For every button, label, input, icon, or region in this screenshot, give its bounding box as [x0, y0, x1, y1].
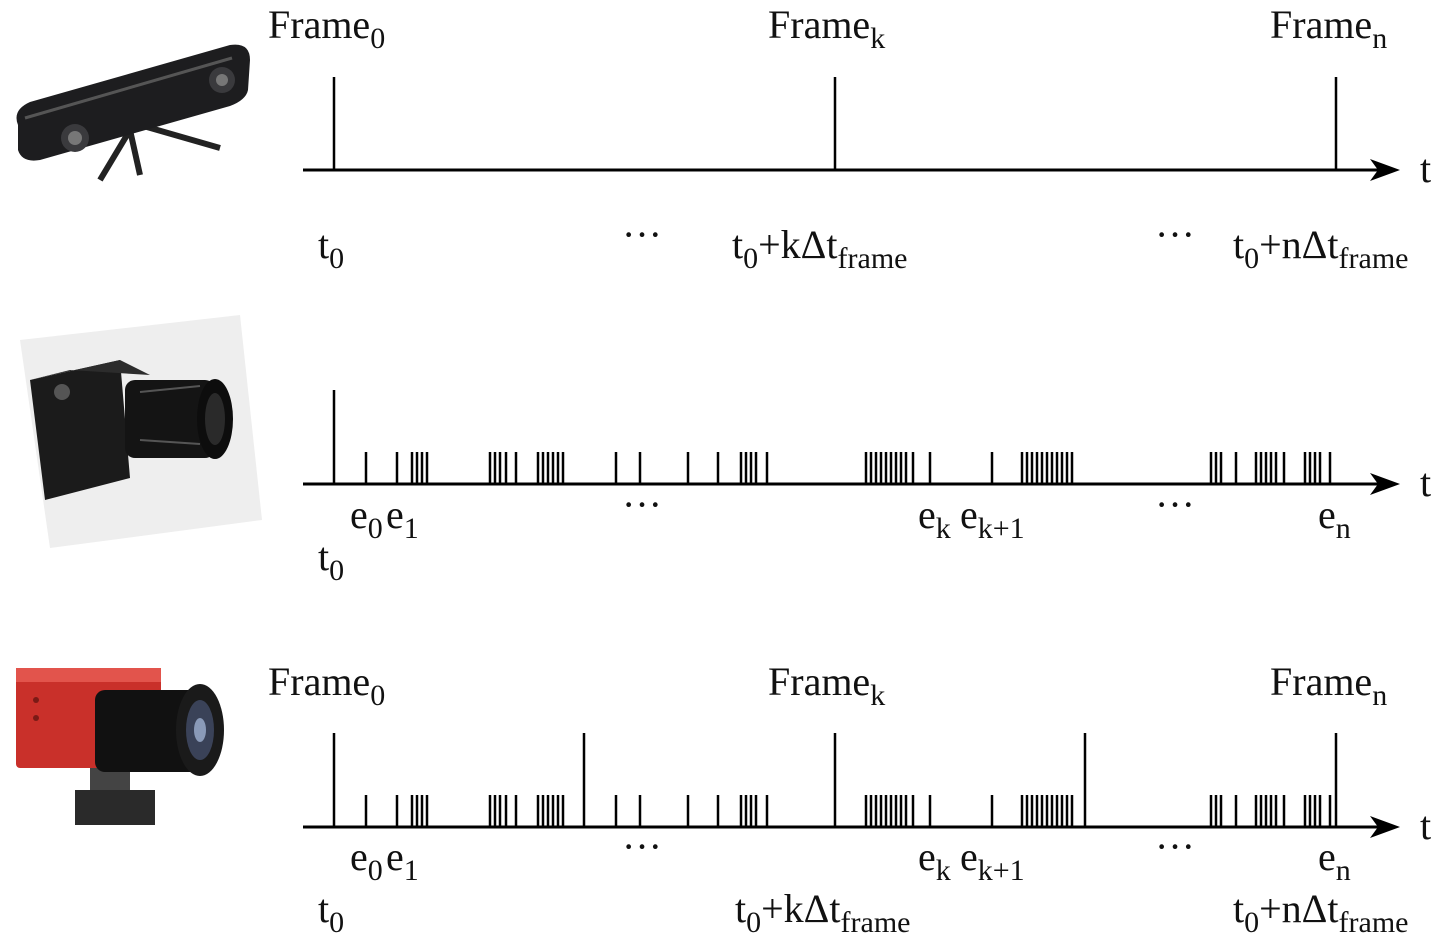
ellipsis: ···: [622, 212, 662, 257]
label-text: e: [350, 834, 368, 879]
ellipsis: ···: [1155, 824, 1195, 869]
subscript: 0: [746, 906, 761, 939]
time-label: t0: [318, 534, 344, 587]
label-text: e: [386, 492, 404, 537]
subscript: 0: [329, 554, 344, 587]
ellipsis: ···: [1155, 482, 1195, 527]
event-camera-icon: [20, 315, 262, 548]
subscript: 1: [404, 854, 419, 887]
event-label: e1: [386, 492, 419, 545]
label-text: t: [735, 886, 746, 931]
axis-arrow: [1370, 816, 1400, 838]
time-label: t0: [318, 222, 344, 275]
subscript: k+1: [978, 512, 1025, 545]
label-text: e: [386, 834, 404, 879]
subscript: frame: [1339, 906, 1409, 939]
axis-label: t: [1420, 460, 1431, 505]
subscript: n: [1372, 679, 1387, 712]
label-text: Frame: [768, 659, 870, 704]
subscript: 0: [368, 854, 383, 887]
label-text: e: [918, 834, 936, 879]
time-label: t0+kΔtframe: [735, 886, 910, 939]
subscript: n: [1372, 22, 1387, 55]
label-text: t: [1233, 222, 1244, 267]
label-text: t: [1233, 886, 1244, 931]
ellipsis: ···: [622, 824, 662, 869]
label-text: t: [732, 222, 743, 267]
label-text: t: [318, 222, 329, 267]
subscript: 0: [743, 242, 758, 275]
time-label: t0+nΔtframe: [1233, 886, 1408, 939]
ellipsis: ···: [622, 482, 662, 527]
event-label: ek+1: [960, 492, 1025, 545]
subscript: k: [936, 854, 951, 887]
subscript: 0: [368, 512, 383, 545]
subscript: k: [870, 679, 885, 712]
time-label: t0+nΔtframe: [1233, 222, 1408, 275]
label-text: e: [960, 834, 978, 879]
event-label: ek+1: [960, 834, 1025, 887]
label-text: +kΔt: [761, 886, 840, 931]
subscript: frame: [838, 242, 908, 275]
frame-label: Frame0: [268, 2, 385, 55]
subscript: 0: [1244, 242, 1259, 275]
label-text: e: [350, 492, 368, 537]
subscript: k: [870, 22, 885, 55]
event-label: e1: [386, 834, 419, 887]
label-text: e: [1318, 834, 1336, 879]
subscript: 0: [370, 679, 385, 712]
label-text: +nΔt: [1259, 222, 1338, 267]
frame-label: Framek: [768, 2, 885, 55]
label-text: Frame: [1270, 2, 1372, 47]
event-label: e0: [350, 834, 383, 887]
event-label: ek: [918, 834, 951, 887]
frame-label: Framen: [1270, 659, 1387, 712]
label-text: Frame: [268, 659, 370, 704]
subscript: 0: [370, 22, 385, 55]
label-text: e: [1318, 492, 1336, 537]
event-label: en: [1318, 834, 1351, 887]
ellipsis: ···: [1155, 212, 1195, 257]
stereo-camera-icon: [16, 44, 250, 182]
event-label: ek: [918, 492, 951, 545]
axis-label: t: [1420, 146, 1431, 191]
subscript: 1: [404, 512, 419, 545]
label-text: Frame: [1270, 659, 1372, 704]
subscript: k: [936, 512, 951, 545]
time-label: t0: [318, 886, 344, 939]
subscript: 0: [329, 242, 344, 275]
event-label: en: [1318, 492, 1351, 545]
axis-arrow: [1370, 473, 1400, 495]
label-text: t: [318, 534, 329, 579]
frame-label: Framen: [1270, 2, 1387, 55]
label-text: e: [960, 492, 978, 537]
label-text: e: [918, 492, 936, 537]
label-text: t: [318, 886, 329, 931]
frame-label: Framek: [768, 659, 885, 712]
subscript: n: [1336, 854, 1351, 887]
subscript: 0: [329, 906, 344, 939]
axis-arrow: [1370, 159, 1400, 181]
time-label: t0+kΔtframe: [732, 222, 907, 275]
label-text: Frame: [768, 2, 870, 47]
frame-label: Frame0: [268, 659, 385, 712]
subscript: frame: [841, 906, 911, 939]
subscript: 0: [1244, 906, 1259, 939]
axis-label: t: [1420, 803, 1431, 848]
subscript: n: [1336, 512, 1351, 545]
subscript: frame: [1339, 242, 1409, 275]
label-text: Frame: [268, 2, 370, 47]
davis-camera-icon: [16, 668, 224, 825]
event-label: e0: [350, 492, 383, 545]
label-text: +nΔt: [1259, 886, 1338, 931]
label-text: +kΔt: [758, 222, 837, 267]
subscript: k+1: [978, 854, 1025, 887]
